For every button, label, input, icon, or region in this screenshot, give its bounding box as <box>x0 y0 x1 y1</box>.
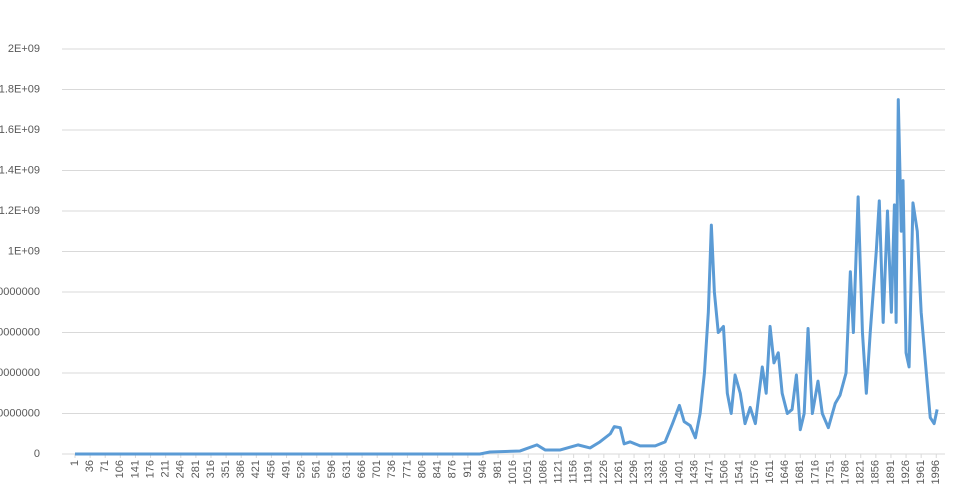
x-tick-label: 1506 <box>719 460 731 484</box>
x-tick-label: 491 <box>280 460 292 478</box>
y-tick-label: 600000000 <box>0 326 40 338</box>
series-line <box>75 98 939 456</box>
x-tick-label: 1331 <box>643 460 655 484</box>
x-tick-label: 526 <box>296 460 308 478</box>
x-tick-label: 701 <box>371 460 383 478</box>
x-tick-label: 981 <box>492 460 504 478</box>
x-tick-label: 106 <box>114 460 126 478</box>
x-tick-label: 1436 <box>688 460 700 484</box>
y-tick-label: 1.4E+09 <box>0 164 40 176</box>
x-tick-label: 1296 <box>628 460 640 484</box>
x-tick-label: 1891 <box>885 460 897 484</box>
x-tick-label: 456 <box>265 460 277 478</box>
x-tick-label: 771 <box>401 460 413 478</box>
y-tick-label: 800000000 <box>0 286 40 298</box>
x-tick-label: 1191 <box>583 460 595 484</box>
x-tick-label: 1366 <box>658 460 670 484</box>
y-tick-label: 400000000 <box>0 367 40 379</box>
x-tick-label: 841 <box>432 460 444 478</box>
x-tick-label: 666 <box>356 460 368 478</box>
x-tick-label: 1646 <box>779 460 791 484</box>
x-tick-label: 71 <box>99 460 111 472</box>
x-tick-label: 806 <box>416 460 428 478</box>
x-tick-label: 1821 <box>855 460 867 484</box>
x-tick-label: 281 <box>190 460 202 478</box>
x-tick-label: 1156 <box>568 460 580 484</box>
y-tick-label: 1E+09 <box>8 245 40 257</box>
x-tick-label: 1576 <box>749 460 761 484</box>
x-tick-label: 1541 <box>734 460 746 484</box>
y-tick-label: 1.6E+09 <box>0 124 40 136</box>
x-tick-label: 141 <box>129 460 141 478</box>
x-tick-label: 1016 <box>507 460 519 484</box>
x-tick-label: 1786 <box>840 460 852 484</box>
x-tick-label: 36 <box>84 460 96 472</box>
x-tick-label: 911 <box>462 460 474 478</box>
x-tick-label: 946 <box>477 460 489 478</box>
x-tick-label: 1961 <box>915 460 927 484</box>
x-tick-label: 351 <box>220 460 232 478</box>
x-tick-label: 1716 <box>809 460 821 484</box>
x-tick-label: 1401 <box>673 460 685 484</box>
x-tick-label: 1051 <box>522 460 534 484</box>
x-tick-label: 1611 <box>764 460 776 484</box>
y-tick-label: 0 <box>34 448 40 460</box>
x-tick-label: 316 <box>205 460 217 478</box>
x-tick-label: 1471 <box>704 460 716 484</box>
x-tick-label: 211 <box>160 460 172 478</box>
x-tick-label: 1226 <box>598 460 610 484</box>
x-tick-label: 1926 <box>900 460 912 484</box>
x-tick-label: 386 <box>235 460 247 478</box>
y-tick-label: 2E+09 <box>8 43 40 55</box>
x-tick-label: 1261 <box>613 460 625 484</box>
x-tick-label: 876 <box>447 460 459 478</box>
x-tick-label: 1856 <box>870 460 882 484</box>
y-tick-label: 1.2E+09 <box>0 205 40 217</box>
x-tick-label: 246 <box>175 460 187 478</box>
y-tick-label: 200000000 <box>0 407 40 419</box>
x-tick-label: 1 <box>69 460 81 466</box>
x-tick-label: 1121 <box>552 460 564 484</box>
x-tick-label: 1996 <box>930 460 942 484</box>
x-tick-label: 1751 <box>824 460 836 484</box>
y-tick-label: 1.8E+09 <box>0 83 40 95</box>
x-tick-label: 561 <box>311 460 323 478</box>
x-tick-label: 1086 <box>537 460 549 484</box>
x-tick-label: 176 <box>144 460 156 478</box>
x-tick-label: 421 <box>250 460 262 478</box>
x-tick-label: 631 <box>341 460 353 478</box>
x-tick-label: 596 <box>326 460 338 478</box>
x-tick-label: 1681 <box>794 460 806 484</box>
x-tick-label: 736 <box>386 460 398 478</box>
